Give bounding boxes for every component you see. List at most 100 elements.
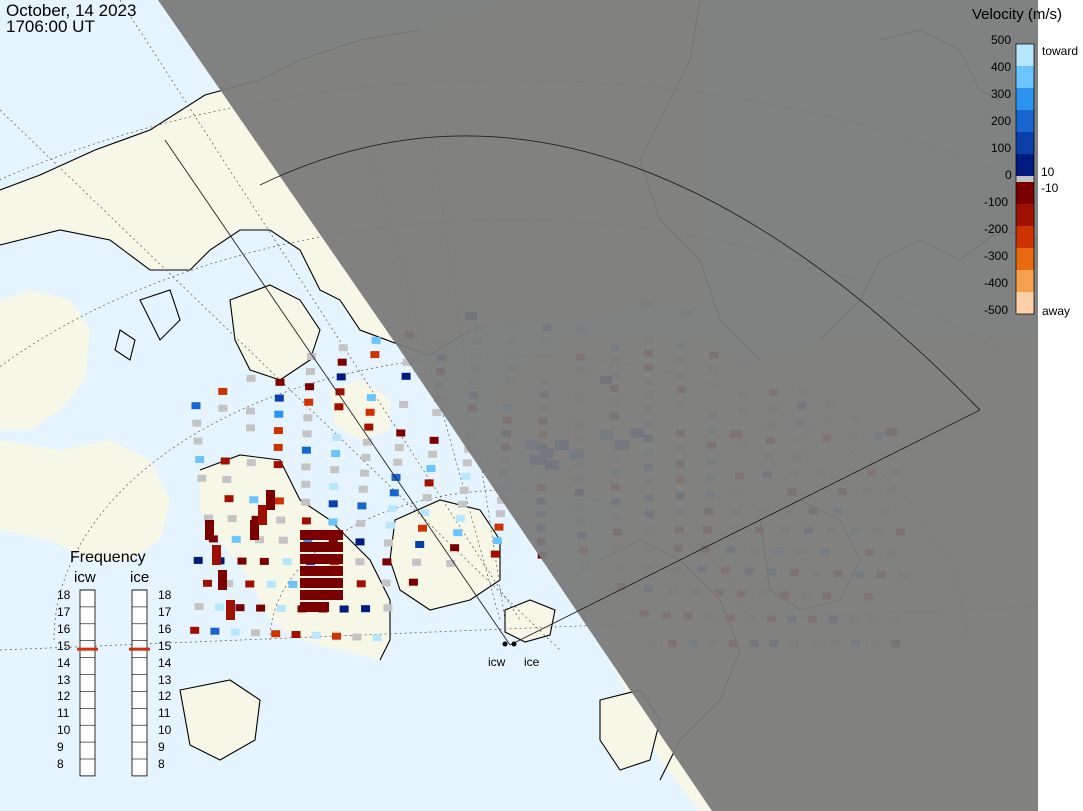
velocity-cell-away (226, 600, 235, 620)
site-label-icw: icw (488, 655, 506, 669)
velocity-cell (330, 466, 340, 474)
velocity-cell (446, 560, 456, 567)
velocity-cell (304, 398, 314, 406)
away-label: away (1042, 304, 1071, 318)
velocity-cell-away (328, 530, 336, 540)
land-mass (0, 290, 90, 430)
velocity-cell (384, 539, 393, 547)
frequency-level-label: 15 (158, 638, 172, 653)
night-terminator-shade (158, 0, 1083, 811)
coastline (139, 289, 181, 341)
velocity-cell-away (250, 520, 259, 540)
split-high-label: 10 (1041, 165, 1055, 179)
frequency-title: Frequency (70, 549, 146, 566)
velocity-cell (193, 437, 203, 445)
colorbar-away-segment (1016, 182, 1034, 204)
velocity-cell (358, 485, 368, 493)
velocity-cell (399, 401, 409, 408)
velocity-cell-away (300, 542, 308, 552)
frequency-level-label: 14 (158, 655, 172, 670)
velocity-cell (422, 494, 432, 502)
velocity-cell (195, 456, 205, 463)
velocity-cell (303, 414, 313, 422)
frequency-level-label: 16 (158, 621, 172, 636)
velocity-cell-away (300, 590, 308, 600)
velocity-cell-away (328, 542, 336, 552)
colorbar-toward-segment (1016, 154, 1034, 176)
colorbar-toward-segment (1016, 44, 1034, 66)
frequency-level-label: 10 (57, 723, 71, 738)
radar-sites (502, 641, 517, 647)
velocity-cell-away (300, 602, 308, 612)
velocity-cell-away (218, 570, 227, 590)
radar-fov-outline (164, 135, 981, 646)
velocity-cell-away (307, 590, 315, 600)
velocity-title: Velocity (m/s) (972, 6, 1063, 23)
colorbar-tick-label: 500 (991, 33, 1012, 47)
velocity-cell-away (321, 554, 329, 564)
colorbar-away-segment (1016, 204, 1034, 226)
velocity-cell-away (300, 566, 308, 576)
land-mass (0, 440, 170, 560)
velocity-cell (331, 450, 341, 457)
velocity-cell (311, 631, 321, 639)
velocity-cell (362, 438, 372, 446)
velocity-cell (193, 556, 203, 564)
velocity-cell (237, 557, 247, 565)
colorbar-away-segment (1016, 248, 1034, 270)
colorbar-toward-segment (1016, 132, 1034, 154)
velocity-cell (215, 603, 224, 611)
toward-label: toward (1042, 44, 1079, 58)
frequency-level-label: 12 (57, 689, 71, 704)
velocity-cell-away (314, 578, 322, 588)
velocity-cell (355, 538, 365, 546)
frequency-level-label: 11 (57, 706, 70, 721)
velocity-cell-away (328, 554, 336, 564)
frequency-level-label: 9 (158, 740, 165, 755)
colorbar-tick-label: 0 (1005, 168, 1012, 182)
velocity-cell (256, 604, 266, 612)
velocity-cell (278, 536, 288, 544)
colorbar-tick-label: -200 (984, 222, 1009, 236)
velocity-cell (365, 408, 375, 416)
velocity-cell (274, 497, 284, 505)
velocity-cell-away (321, 566, 329, 576)
velocity-cell (259, 557, 269, 565)
velocity-cell (355, 558, 365, 566)
velocity-cell (291, 631, 301, 638)
velocity-cell (218, 404, 228, 412)
velocity-cell (335, 388, 345, 396)
velocity-cell (490, 550, 500, 558)
velocity-cell (402, 358, 412, 366)
night-shade (158, 0, 1038, 811)
velocity-cell-away (321, 602, 329, 612)
velocity-cell (204, 514, 213, 522)
frequency-selected-marker (77, 647, 98, 651)
velocity-cell (401, 372, 411, 380)
velocity-cell (271, 630, 281, 638)
velocity-cell (428, 450, 438, 458)
velocity-cell (224, 580, 234, 588)
velocity-cell (387, 505, 397, 513)
velocity-cell (393, 458, 403, 466)
site-label-ice: ice (524, 655, 540, 669)
velocity-cell-away (258, 505, 267, 525)
frequency-level-label: 17 (158, 604, 172, 619)
velocity-cell (396, 429, 406, 437)
velocity-cell-away (307, 530, 315, 540)
plot-time: 1706:00 UT (6, 17, 95, 36)
velocity-cell-away (321, 590, 329, 600)
velocity-colorbar (1015, 43, 1035, 315)
velocity-cell (457, 500, 467, 508)
colorbar-away-segment (1016, 226, 1034, 248)
velocity-cell (275, 378, 285, 386)
velocity-cell (302, 430, 312, 438)
colorbar-border (1015, 43, 1035, 315)
frequency-bar-ice (131, 589, 148, 777)
colorbar-zero-band (1016, 176, 1034, 182)
frequency-radar-ice: ice (130, 569, 150, 586)
velocity-cell (276, 516, 286, 524)
velocity-cell (191, 402, 201, 410)
velocity-cell-away (307, 542, 315, 552)
velocity-cell (328, 537, 338, 545)
